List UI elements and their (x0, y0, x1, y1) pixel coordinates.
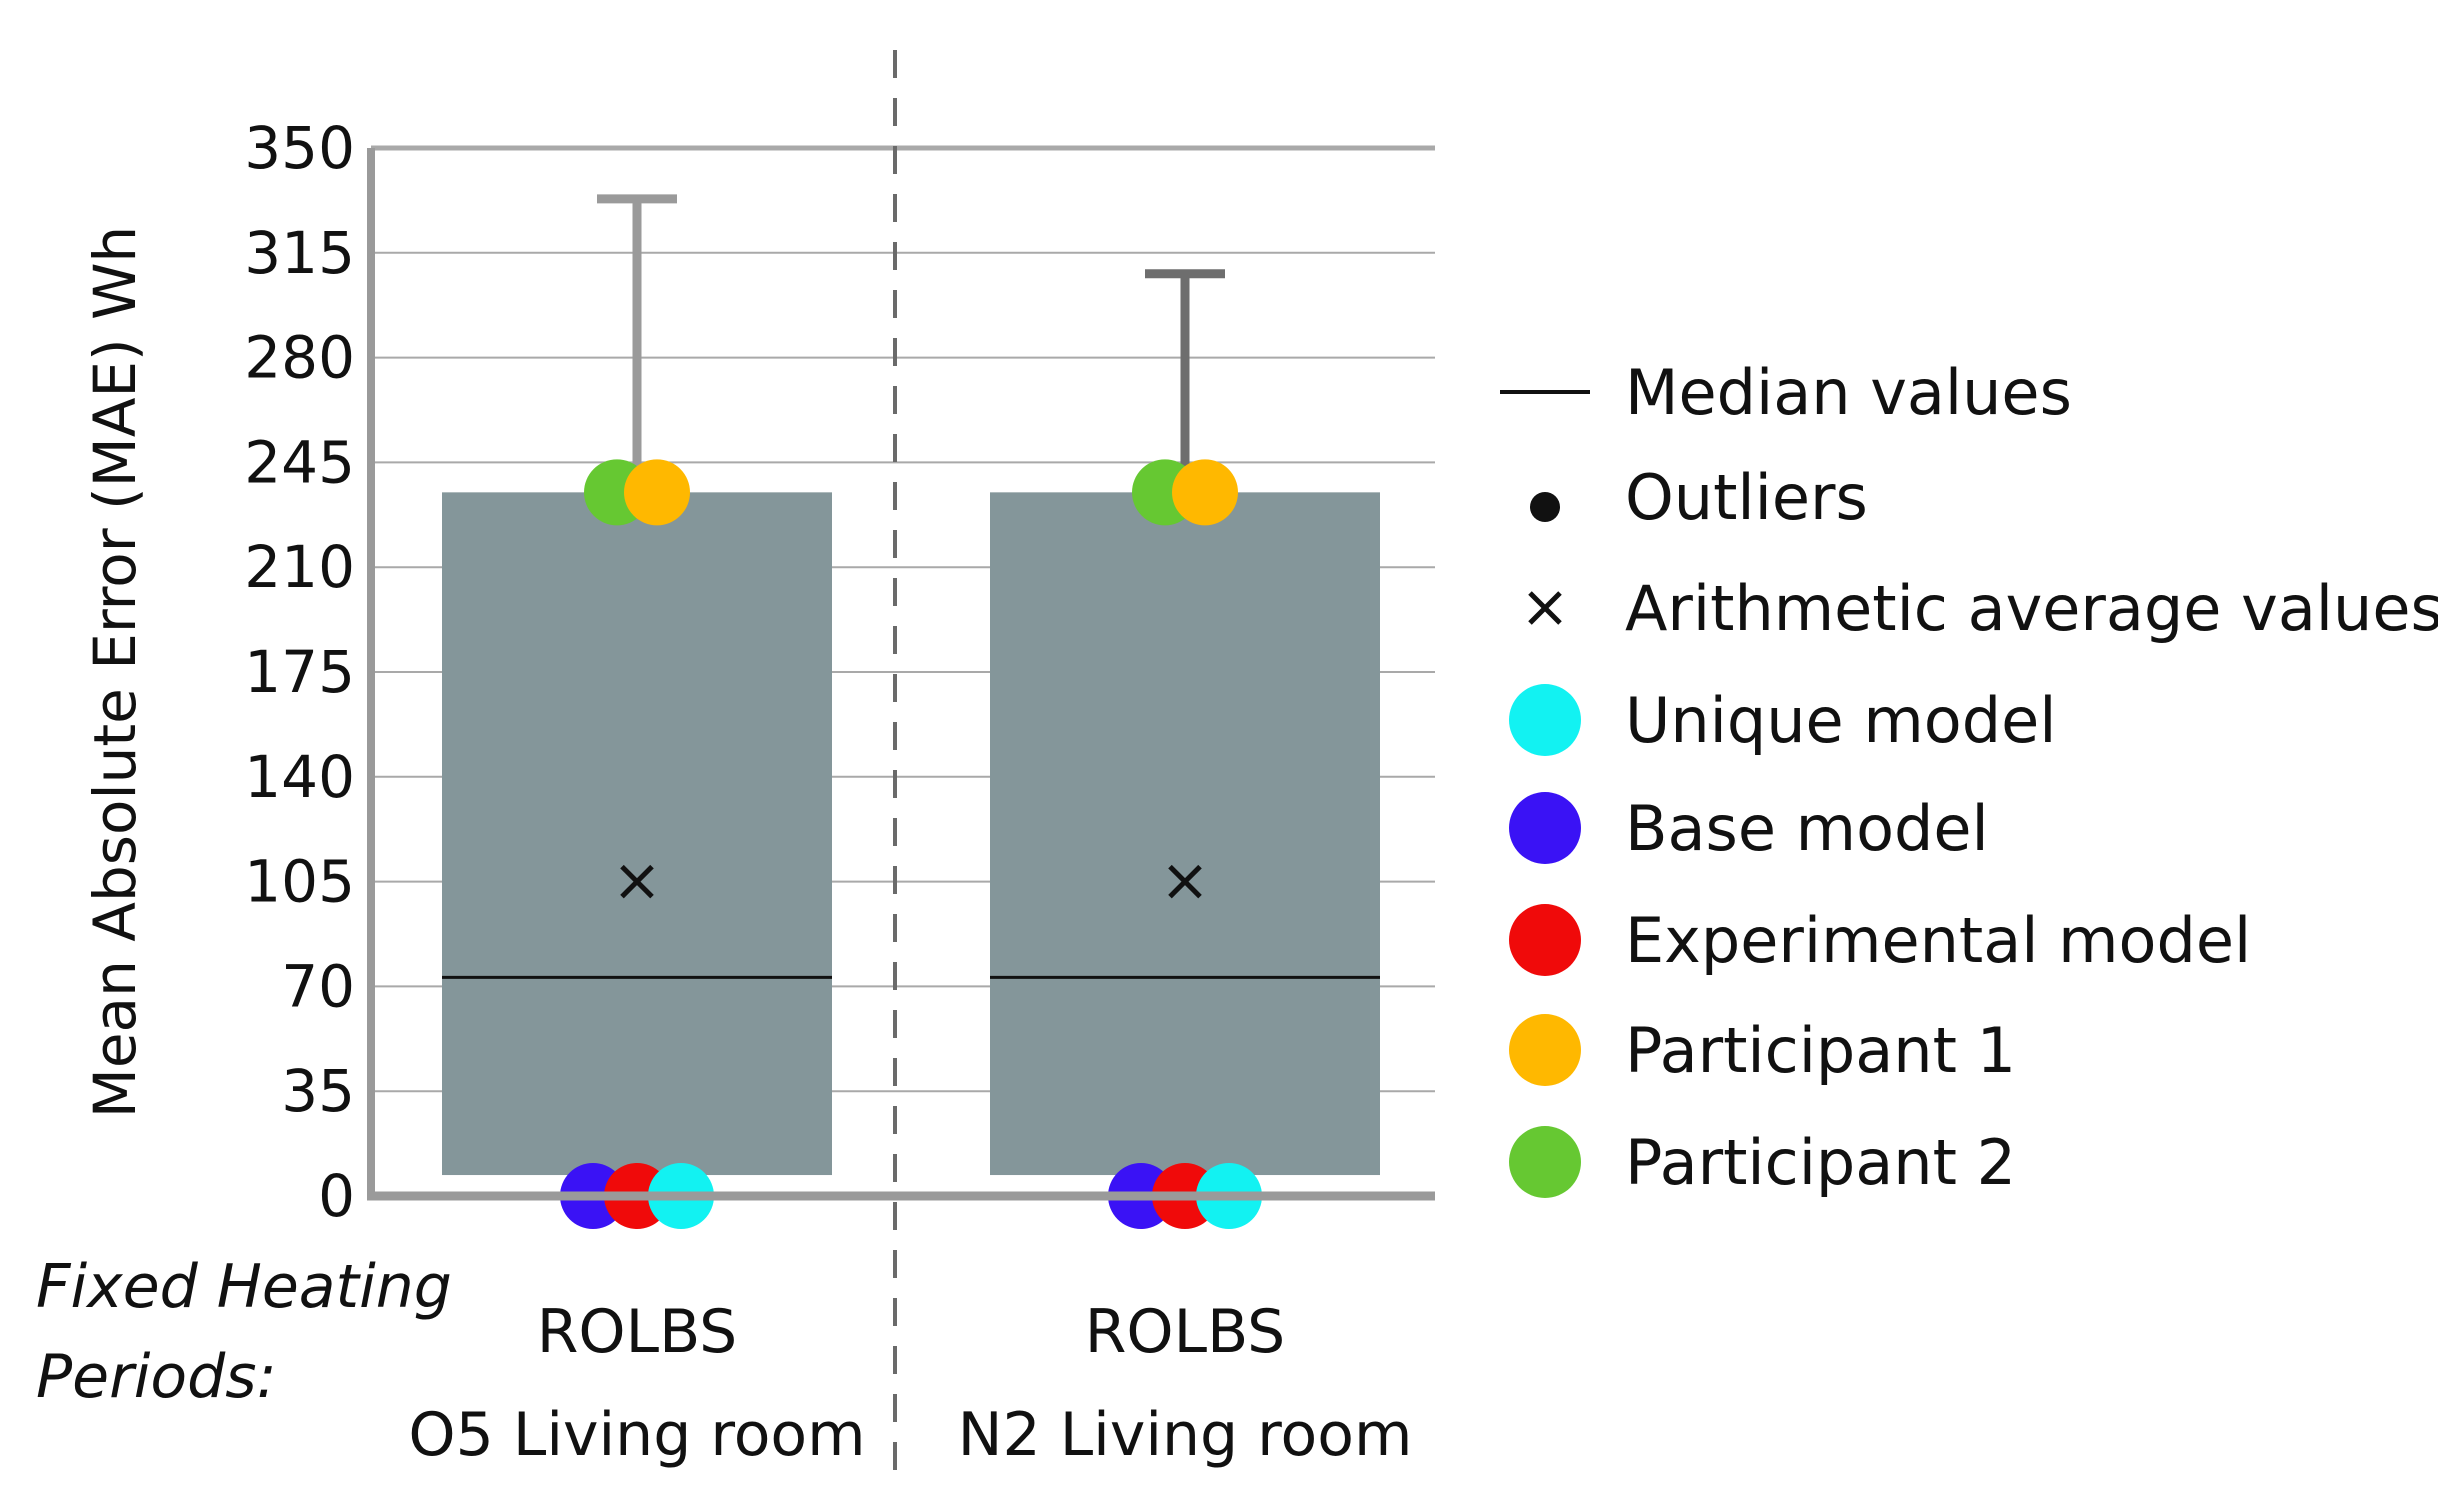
y-tick-label: 350 (244, 114, 355, 182)
y-tick-label: 315 (244, 219, 355, 287)
group-label-line1: Fixed Heating (36, 1252, 452, 1322)
legend-label: Unique model (1625, 684, 2056, 757)
legend-marker-cross (1528, 591, 1562, 625)
legend-label: Participant 2 (1625, 1126, 2016, 1199)
y-tick-label: 70 (281, 952, 355, 1020)
y-tick-label: 35 (281, 1057, 355, 1125)
legend-marker-circle (1509, 792, 1581, 864)
legend-label: Experimental model (1625, 904, 2251, 977)
mean-marker (620, 864, 654, 899)
mean-cross-stroke (1168, 864, 1202, 899)
y-tick-label: 245 (244, 428, 355, 496)
legend-label: Arithmetic average values (1625, 572, 2438, 645)
category-label-line2: O5 Living room (408, 1400, 865, 1470)
y-tick-label: 210 (244, 533, 355, 601)
y-tick-label: 140 (244, 743, 355, 811)
legend-item: Participant 1 (1509, 1014, 2016, 1087)
y-tick-label: 280 (244, 324, 355, 392)
legend-marker-circle (1509, 684, 1581, 756)
legend-item: Unique model (1509, 684, 2056, 757)
legend-label: Base model (1625, 792, 1989, 865)
legend: Median values Outliers Arithmetic average … (1500, 356, 2438, 1199)
category-label-line1: ROLBS (1085, 1297, 1286, 1367)
y-tick-label: 0 (318, 1162, 355, 1230)
mean-cross-stroke (620, 864, 654, 899)
legend-item: Outliers (1530, 461, 1868, 534)
y-tick-label: 175 (244, 638, 355, 706)
legend-label: Median values (1625, 356, 2072, 429)
mean-marker (1168, 864, 1202, 899)
y-axis-label: Mean Absolute Error (MAE) Wh (81, 226, 149, 1118)
legend-marker-dot (1530, 492, 1560, 522)
point-participant-1 (1172, 459, 1238, 526)
legend-label: Outliers (1625, 461, 1868, 534)
legend-marker-circle (1509, 1126, 1581, 1198)
legend-marker-circle (1509, 1014, 1581, 1086)
legend-item: Base model (1509, 792, 1989, 865)
box (990, 492, 1380, 1176)
legend-item: Arithmetic average values (1528, 572, 2438, 645)
group-label-line2: Periods: (36, 1342, 277, 1412)
legend-label: Participant 1 (1625, 1014, 2016, 1087)
legend-item: Median values (1500, 356, 2072, 429)
legend-item: Participant 2 (1509, 1126, 2016, 1199)
boxes (442, 194, 1380, 1229)
y-tick-label: 105 (244, 848, 355, 916)
axes (367, 148, 1435, 1201)
y-tick-labels: 0 35 70 105 140 175 210 245 280 315 350 (244, 114, 355, 1230)
legend-marker-circle (1509, 904, 1581, 976)
category-labels: ROLBS O5 Living room ROLBS N2 Living room (408, 1297, 1412, 1470)
category-label-line2: N2 Living room (958, 1400, 1413, 1470)
category-label-line1: ROLBS (537, 1297, 738, 1367)
box (442, 492, 832, 1176)
legend-item: Experimental model (1509, 904, 2251, 977)
point-participant-1 (624, 459, 690, 526)
